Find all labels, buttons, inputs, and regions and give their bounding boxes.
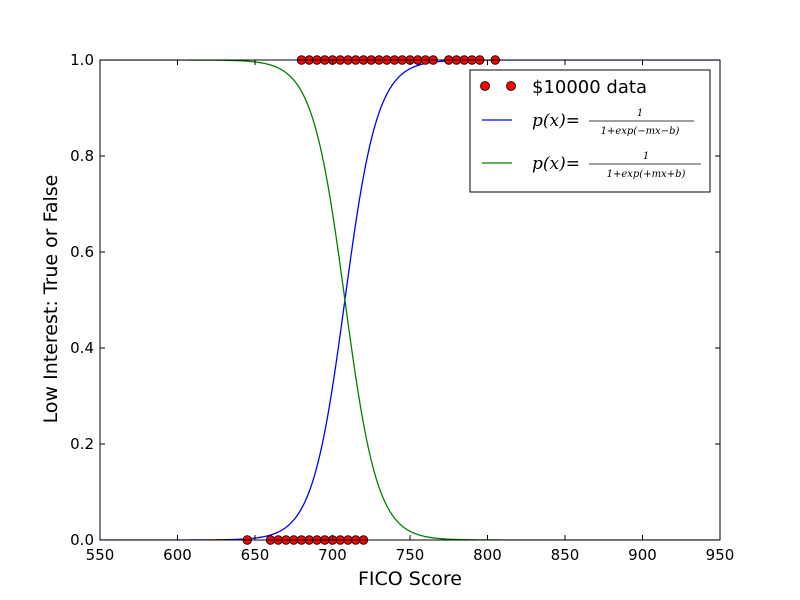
legend-formula-den-falling: 1+exp(+mx+b) bbox=[607, 169, 686, 180]
y-tick-label-2: 0.4 bbox=[70, 339, 94, 357]
legend-formula-num-rising: 1 bbox=[637, 108, 643, 119]
x-tick-label-800: 800 bbox=[473, 546, 502, 564]
legend-marker-data-1 bbox=[480, 81, 490, 91]
y-tick-label-1: 0.2 bbox=[70, 435, 94, 453]
x-tick-label-950: 950 bbox=[706, 546, 735, 564]
y-tick-label-5: 1.0 bbox=[70, 51, 94, 69]
x-tick-label-750: 750 bbox=[396, 546, 425, 564]
legend-label-rising: p(x)= 1 1+exp(−mx−b) bbox=[532, 108, 694, 137]
x-axis-label: FICO Score bbox=[358, 568, 462, 590]
y-axis-label: Low Interest: True or False bbox=[40, 175, 62, 424]
x-tick-label-650: 650 bbox=[241, 546, 270, 564]
y-tick-label-4: 0.8 bbox=[70, 147, 94, 165]
legend-formula-lhs-falling: p(x)= bbox=[532, 154, 580, 174]
y-tick-label-0: 0.0 bbox=[70, 531, 94, 549]
legend: $10000 data p(x)= 1 1+exp(−mx−b) p(x)= 1… bbox=[469, 69, 711, 193]
x-tick-label-550: 550 bbox=[86, 546, 115, 564]
x-tick-label-700: 700 bbox=[318, 546, 347, 564]
x-tick-label-600: 600 bbox=[163, 546, 192, 564]
ticks: 550 600 650 700 750 800 850 900 950 0.0 0.2 0.4 0.6 0… bbox=[70, 51, 734, 564]
legend-formula-lhs-rising: p(x)= bbox=[532, 111, 580, 131]
legend-formula-num-falling: 1 bbox=[643, 151, 649, 162]
legend-label-falling: p(x)= 1 1+exp(+mx+b) bbox=[532, 151, 701, 180]
x-tick-label-900: 900 bbox=[628, 546, 657, 564]
x-tick-label-850: 850 bbox=[551, 546, 580, 564]
legend-label-data: $10000 data bbox=[532, 77, 647, 98]
legend-formula-den-rising: 1+exp(−mx−b) bbox=[601, 126, 680, 137]
y-tick-label-3: 0.6 bbox=[70, 243, 94, 261]
legend-marker-data-2 bbox=[506, 81, 516, 91]
